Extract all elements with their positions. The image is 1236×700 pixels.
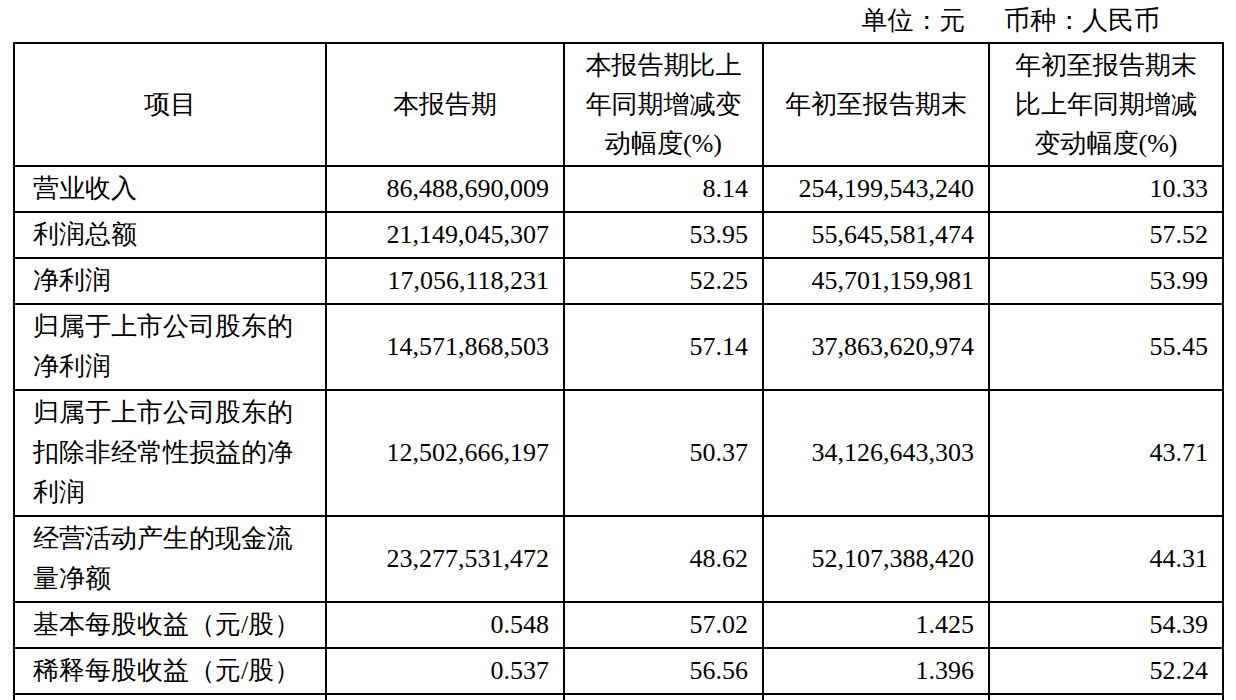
current-period-value: 21,149,045,307 xyxy=(326,212,564,258)
ytd-value: 34,126,643,303 xyxy=(763,390,989,516)
ytd-change-value: 55.45 xyxy=(989,304,1223,390)
financial-summary-table: 项目 本报告期 本报告期比上年同期增减变动幅度(%) 年初至报告期末 年初至报告… xyxy=(13,42,1224,700)
unit-label: 单位：元 xyxy=(862,6,966,35)
table-row: 加权平均净资产收益率 9.80 增加 2.66 25.45 增加 5.23 xyxy=(14,694,1223,700)
current-period-value: 14,571,868,503 xyxy=(326,304,564,390)
column-header-current-period: 本报告期 xyxy=(326,43,564,166)
current-change-value: 52.25 xyxy=(564,258,763,304)
ytd-value: 45,701,159,981 xyxy=(763,258,989,304)
ytd-change-value: 43.71 xyxy=(989,390,1223,516)
table-row: 经营活动产生的现金流量净额 23,277,531,472 48.62 52,10… xyxy=(14,516,1223,602)
ytd-change-value: 44.31 xyxy=(989,516,1223,602)
item-label: 净利润 xyxy=(14,258,326,304)
unit-currency-line: 单位：元 币种：人民币 xyxy=(0,0,1236,36)
ytd-change-value: 53.99 xyxy=(989,258,1223,304)
table-row: 稀释每股收益（元/股） 0.537 56.56 1.396 52.24 xyxy=(14,648,1223,694)
table-header-row: 项目 本报告期 本报告期比上年同期增减变动幅度(%) 年初至报告期末 年初至报告… xyxy=(14,43,1223,166)
item-label: 归属于上市公司股东的净利润 xyxy=(14,304,326,390)
item-label: 营业收入 xyxy=(14,166,326,212)
ytd-change-value: 10.33 xyxy=(989,166,1223,212)
table-row: 利润总额 21,149,045,307 53.95 55,645,581,474… xyxy=(14,212,1223,258)
current-period-value: 0.537 xyxy=(326,648,564,694)
column-header-ytd: 年初至报告期末 xyxy=(763,43,989,166)
ytd-value: 37,863,620,974 xyxy=(763,304,989,390)
current-change-value: 56.56 xyxy=(564,648,763,694)
item-label: 利润总额 xyxy=(14,212,326,258)
table-row: 归属于上市公司股东的扣除非经常性损益的净利润 12,502,666,197 50… xyxy=(14,390,1223,516)
column-header-item: 项目 xyxy=(14,43,326,166)
table-row: 营业收入 86,488,690,009 8.14 254,199,543,240… xyxy=(14,166,1223,212)
item-label: 归属于上市公司股东的扣除非经常性损益的净利润 xyxy=(14,390,326,516)
current-change-value: 48.62 xyxy=(564,516,763,602)
current-period-value: 17,056,118,231 xyxy=(326,258,564,304)
ytd-value: 1.396 xyxy=(763,648,989,694)
item-label: 稀释每股收益（元/股） xyxy=(14,648,326,694)
table-row: 净利润 17,056,118,231 52.25 45,701,159,981 … xyxy=(14,258,1223,304)
ytd-value: 25.45 xyxy=(763,694,989,700)
current-period-value: 86,488,690,009 xyxy=(326,166,564,212)
current-change-value: 增加 2.66 xyxy=(564,694,763,700)
current-change-value: 57.14 xyxy=(564,304,763,390)
current-period-value: 23,277,531,472 xyxy=(326,516,564,602)
ytd-value: 1.425 xyxy=(763,602,989,648)
column-header-ytd-change: 年初至报告期末比上年同期增减变动幅度(%) xyxy=(989,43,1223,166)
ytd-value: 55,645,581,474 xyxy=(763,212,989,258)
current-change-value: 50.37 xyxy=(564,390,763,516)
ytd-value: 254,199,543,240 xyxy=(763,166,989,212)
ytd-change-value: 增加 5.23 xyxy=(989,694,1223,700)
current-period-value: 12,502,666,197 xyxy=(326,390,564,516)
ytd-change-value: 54.39 xyxy=(989,602,1223,648)
table-row: 基本每股收益（元/股） 0.548 57.02 1.425 54.39 xyxy=(14,602,1223,648)
column-header-current-change: 本报告期比上年同期增减变动幅度(%) xyxy=(564,43,763,166)
table-row: 归属于上市公司股东的净利润 14,571,868,503 57.14 37,86… xyxy=(14,304,1223,390)
current-change-value: 57.02 xyxy=(564,602,763,648)
item-label: 基本每股收益（元/股） xyxy=(14,602,326,648)
item-label: 加权平均净资产收益率 xyxy=(14,694,326,700)
ytd-change-value: 52.24 xyxy=(989,648,1223,694)
current-period-value: 9.80 xyxy=(326,694,564,700)
ytd-change-value: 57.52 xyxy=(989,212,1223,258)
ytd-value: 52,107,388,420 xyxy=(763,516,989,602)
current-change-value: 53.95 xyxy=(564,212,763,258)
current-period-value: 0.548 xyxy=(326,602,564,648)
currency-label: 币种：人民币 xyxy=(1004,6,1160,35)
item-label: 经营活动产生的现金流量净额 xyxy=(14,516,326,602)
current-change-value: 8.14 xyxy=(564,166,763,212)
